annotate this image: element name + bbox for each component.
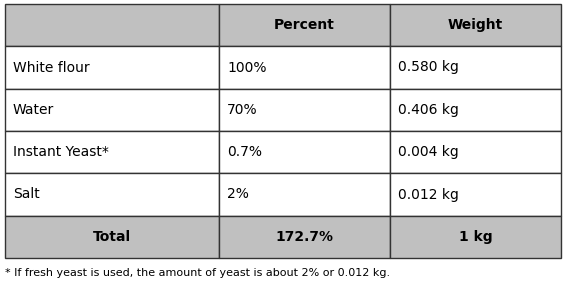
- Bar: [5, 4, 219, 46]
- Text: Instant Yeast*: Instant Yeast*: [13, 145, 109, 159]
- Text: Weight: Weight: [448, 18, 503, 32]
- Text: * If fresh yeast is used, the amount of yeast is about 2% or 0.012 kg.: * If fresh yeast is used, the amount of …: [5, 268, 390, 278]
- Text: Salt: Salt: [13, 188, 40, 201]
- Bar: [391, 46, 561, 89]
- Bar: [391, 89, 561, 131]
- Text: White flour: White flour: [13, 61, 89, 75]
- Text: Water: Water: [13, 103, 54, 117]
- Bar: [5, 46, 219, 89]
- Bar: [391, 173, 561, 216]
- Bar: [219, 4, 391, 46]
- Bar: [5, 216, 219, 258]
- Bar: [391, 4, 561, 46]
- Text: 0.004 kg: 0.004 kg: [398, 145, 459, 159]
- Bar: [219, 46, 391, 89]
- Bar: [5, 89, 219, 131]
- Bar: [219, 89, 391, 131]
- Text: Percent: Percent: [275, 18, 335, 32]
- Text: 0.406 kg: 0.406 kg: [398, 103, 459, 117]
- Text: 70%: 70%: [227, 103, 258, 117]
- Text: 0.012 kg: 0.012 kg: [398, 188, 459, 201]
- Text: Total: Total: [93, 230, 131, 244]
- Text: 100%: 100%: [227, 61, 267, 75]
- Text: 172.7%: 172.7%: [276, 230, 334, 244]
- Bar: [219, 131, 391, 173]
- Bar: [391, 131, 561, 173]
- Bar: [219, 216, 391, 258]
- Text: 0.7%: 0.7%: [227, 145, 262, 159]
- Text: 1 kg: 1 kg: [459, 230, 492, 244]
- Bar: [391, 216, 561, 258]
- Text: 0.580 kg: 0.580 kg: [398, 61, 459, 75]
- Bar: [5, 173, 219, 216]
- Bar: [219, 173, 391, 216]
- Bar: [5, 131, 219, 173]
- Text: 2%: 2%: [227, 188, 249, 201]
